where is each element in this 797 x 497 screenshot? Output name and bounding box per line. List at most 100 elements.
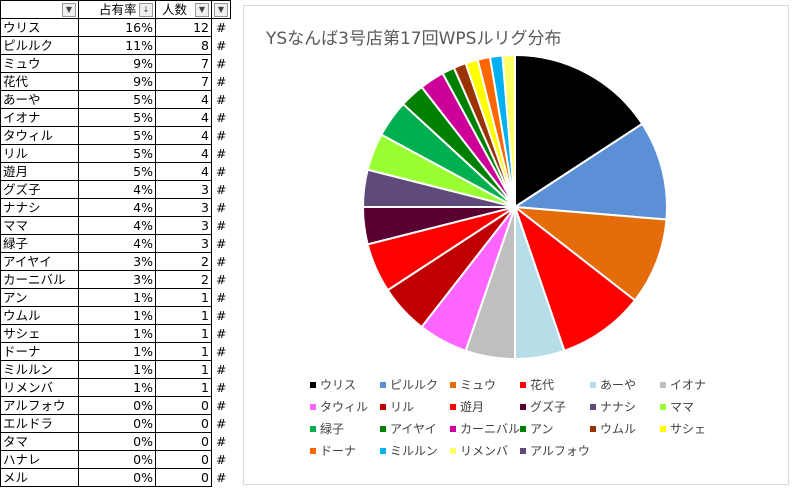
row-count-cell[interactable]: 4: [155, 144, 212, 163]
legend-item[interactable]: イオナ: [660, 376, 706, 393]
row-extra-cell[interactable]: #: [211, 54, 231, 73]
row-count-cell[interactable]: 3: [155, 234, 212, 253]
row-extra-cell[interactable]: #: [211, 144, 231, 163]
row-share-cell[interactable]: 1%: [78, 324, 156, 343]
legend-item[interactable]: ドーナ: [310, 442, 356, 459]
row-share-cell[interactable]: 4%: [78, 216, 156, 235]
row-extra-cell[interactable]: #: [211, 108, 231, 127]
row-share-cell[interactable]: 0%: [78, 468, 156, 487]
row-share-cell[interactable]: 9%: [78, 54, 156, 73]
row-share-cell[interactable]: 0%: [78, 414, 156, 433]
pie-chart[interactable]: [244, 6, 790, 486]
legend-item[interactable]: 緑子: [310, 420, 344, 437]
legend-item[interactable]: ピルルク: [380, 376, 438, 393]
row-share-cell[interactable]: 0%: [78, 450, 156, 469]
row-name-cell[interactable]: 花代: [0, 72, 79, 91]
header-share[interactable]: 占有率 ↓: [78, 0, 156, 19]
row-share-cell[interactable]: 1%: [78, 288, 156, 307]
row-extra-cell[interactable]: #: [211, 72, 231, 91]
row-count-cell[interactable]: 4: [155, 162, 212, 181]
row-count-cell[interactable]: 3: [155, 180, 212, 199]
legend-item[interactable]: ママ: [660, 398, 694, 415]
row-name-cell[interactable]: グズ子: [0, 180, 79, 199]
row-extra-cell[interactable]: #: [211, 324, 231, 343]
row-count-cell[interactable]: 3: [155, 198, 212, 217]
row-name-cell[interactable]: カーニバル: [0, 270, 79, 289]
row-extra-cell[interactable]: #: [211, 252, 231, 271]
legend-item[interactable]: リメンバ: [450, 442, 508, 459]
row-extra-cell[interactable]: #: [211, 126, 231, 145]
row-extra-cell[interactable]: #: [211, 414, 231, 433]
legend-item[interactable]: リル: [380, 398, 414, 415]
row-name-cell[interactable]: アイヤイ: [0, 252, 79, 271]
row-count-cell[interactable]: 12: [155, 18, 212, 37]
row-share-cell[interactable]: 4%: [78, 198, 156, 217]
header-count[interactable]: 人数 ▼: [155, 0, 212, 19]
filter-dropdown-icon[interactable]: ▼: [62, 3, 76, 17]
row-name-cell[interactable]: エルドラ: [0, 414, 79, 433]
row-extra-cell[interactable]: #: [211, 270, 231, 289]
legend-item[interactable]: ミュウ: [450, 376, 496, 393]
row-extra-cell[interactable]: #: [211, 36, 231, 55]
row-count-cell[interactable]: 0: [155, 450, 212, 469]
row-count-cell[interactable]: 1: [155, 324, 212, 343]
pie-slice-1[interactable]: [514, 53, 644, 209]
row-count-cell[interactable]: 2: [155, 270, 212, 289]
row-name-cell[interactable]: リメンバ: [0, 378, 79, 397]
row-name-cell[interactable]: アルフォウ: [0, 396, 79, 415]
row-share-cell[interactable]: 1%: [78, 306, 156, 325]
pie-slice-21[interactable]: [501, 53, 516, 208]
row-share-cell[interactable]: 5%: [78, 90, 156, 109]
row-extra-cell[interactable]: #: [211, 288, 231, 307]
legend-item[interactable]: ナナシ: [590, 398, 636, 415]
row-share-cell[interactable]: 1%: [78, 342, 156, 361]
row-extra-cell[interactable]: #: [211, 396, 231, 415]
legend-item[interactable]: 遊月: [450, 398, 484, 415]
row-name-cell[interactable]: 遊月: [0, 162, 79, 181]
row-count-cell[interactable]: 1: [155, 378, 212, 397]
row-count-cell[interactable]: 7: [155, 72, 212, 91]
row-count-cell[interactable]: 2: [155, 252, 212, 271]
legend-item[interactable]: アン: [520, 420, 554, 437]
row-name-cell[interactable]: ママ: [0, 216, 79, 235]
row-share-cell[interactable]: 0%: [78, 396, 156, 415]
row-name-cell[interactable]: あーや: [0, 90, 79, 109]
row-count-cell[interactable]: 3: [155, 216, 212, 235]
row-name-cell[interactable]: タウィル: [0, 126, 79, 145]
legend-item[interactable]: サシェ: [660, 420, 706, 437]
row-name-cell[interactable]: 緑子: [0, 234, 79, 253]
legend-item[interactable]: アイヤイ: [380, 420, 437, 437]
row-count-cell[interactable]: 0: [155, 414, 212, 433]
sort-filter-icon[interactable]: ↓: [139, 3, 153, 17]
row-name-cell[interactable]: ピルルク: [0, 36, 79, 55]
row-extra-cell[interactable]: #: [211, 342, 231, 361]
row-share-cell[interactable]: 5%: [78, 126, 156, 145]
row-name-cell[interactable]: メル: [0, 468, 79, 487]
pie-slice-2[interactable]: [512, 122, 668, 221]
row-count-cell[interactable]: 8: [155, 36, 212, 55]
row-name-cell[interactable]: イオナ: [0, 108, 79, 127]
row-extra-cell[interactable]: #: [211, 450, 231, 469]
row-share-cell[interactable]: 11%: [78, 36, 156, 55]
row-count-cell[interactable]: 1: [155, 342, 212, 361]
row-name-cell[interactable]: ミュウ: [0, 54, 79, 73]
chart-area[interactable]: YSなんば3号店第17回WPSルリグ分布 ウリス ピルルク ミュウ 花代 あーや イオナタ…: [243, 5, 789, 485]
row-extra-cell[interactable]: #: [211, 18, 231, 37]
row-share-cell[interactable]: 0%: [78, 432, 156, 451]
row-count-cell[interactable]: 4: [155, 108, 212, 127]
row-name-cell[interactable]: ウリス: [0, 18, 79, 37]
row-name-cell[interactable]: ハナレ: [0, 450, 79, 469]
header-extra[interactable]: ▼: [211, 0, 231, 19]
legend-item[interactable]: ウリス: [310, 376, 356, 393]
row-count-cell[interactable]: 1: [155, 288, 212, 307]
row-share-cell[interactable]: 3%: [78, 270, 156, 289]
row-extra-cell[interactable]: #: [211, 234, 231, 253]
row-share-cell[interactable]: 4%: [78, 234, 156, 253]
row-extra-cell[interactable]: #: [211, 90, 231, 109]
filter-dropdown-icon[interactable]: ▼: [214, 3, 228, 17]
row-count-cell[interactable]: 1: [155, 306, 212, 325]
row-extra-cell[interactable]: #: [211, 378, 231, 397]
row-count-cell[interactable]: 0: [155, 468, 212, 487]
row-extra-cell[interactable]: #: [211, 360, 231, 379]
row-count-cell[interactable]: 1: [155, 360, 212, 379]
